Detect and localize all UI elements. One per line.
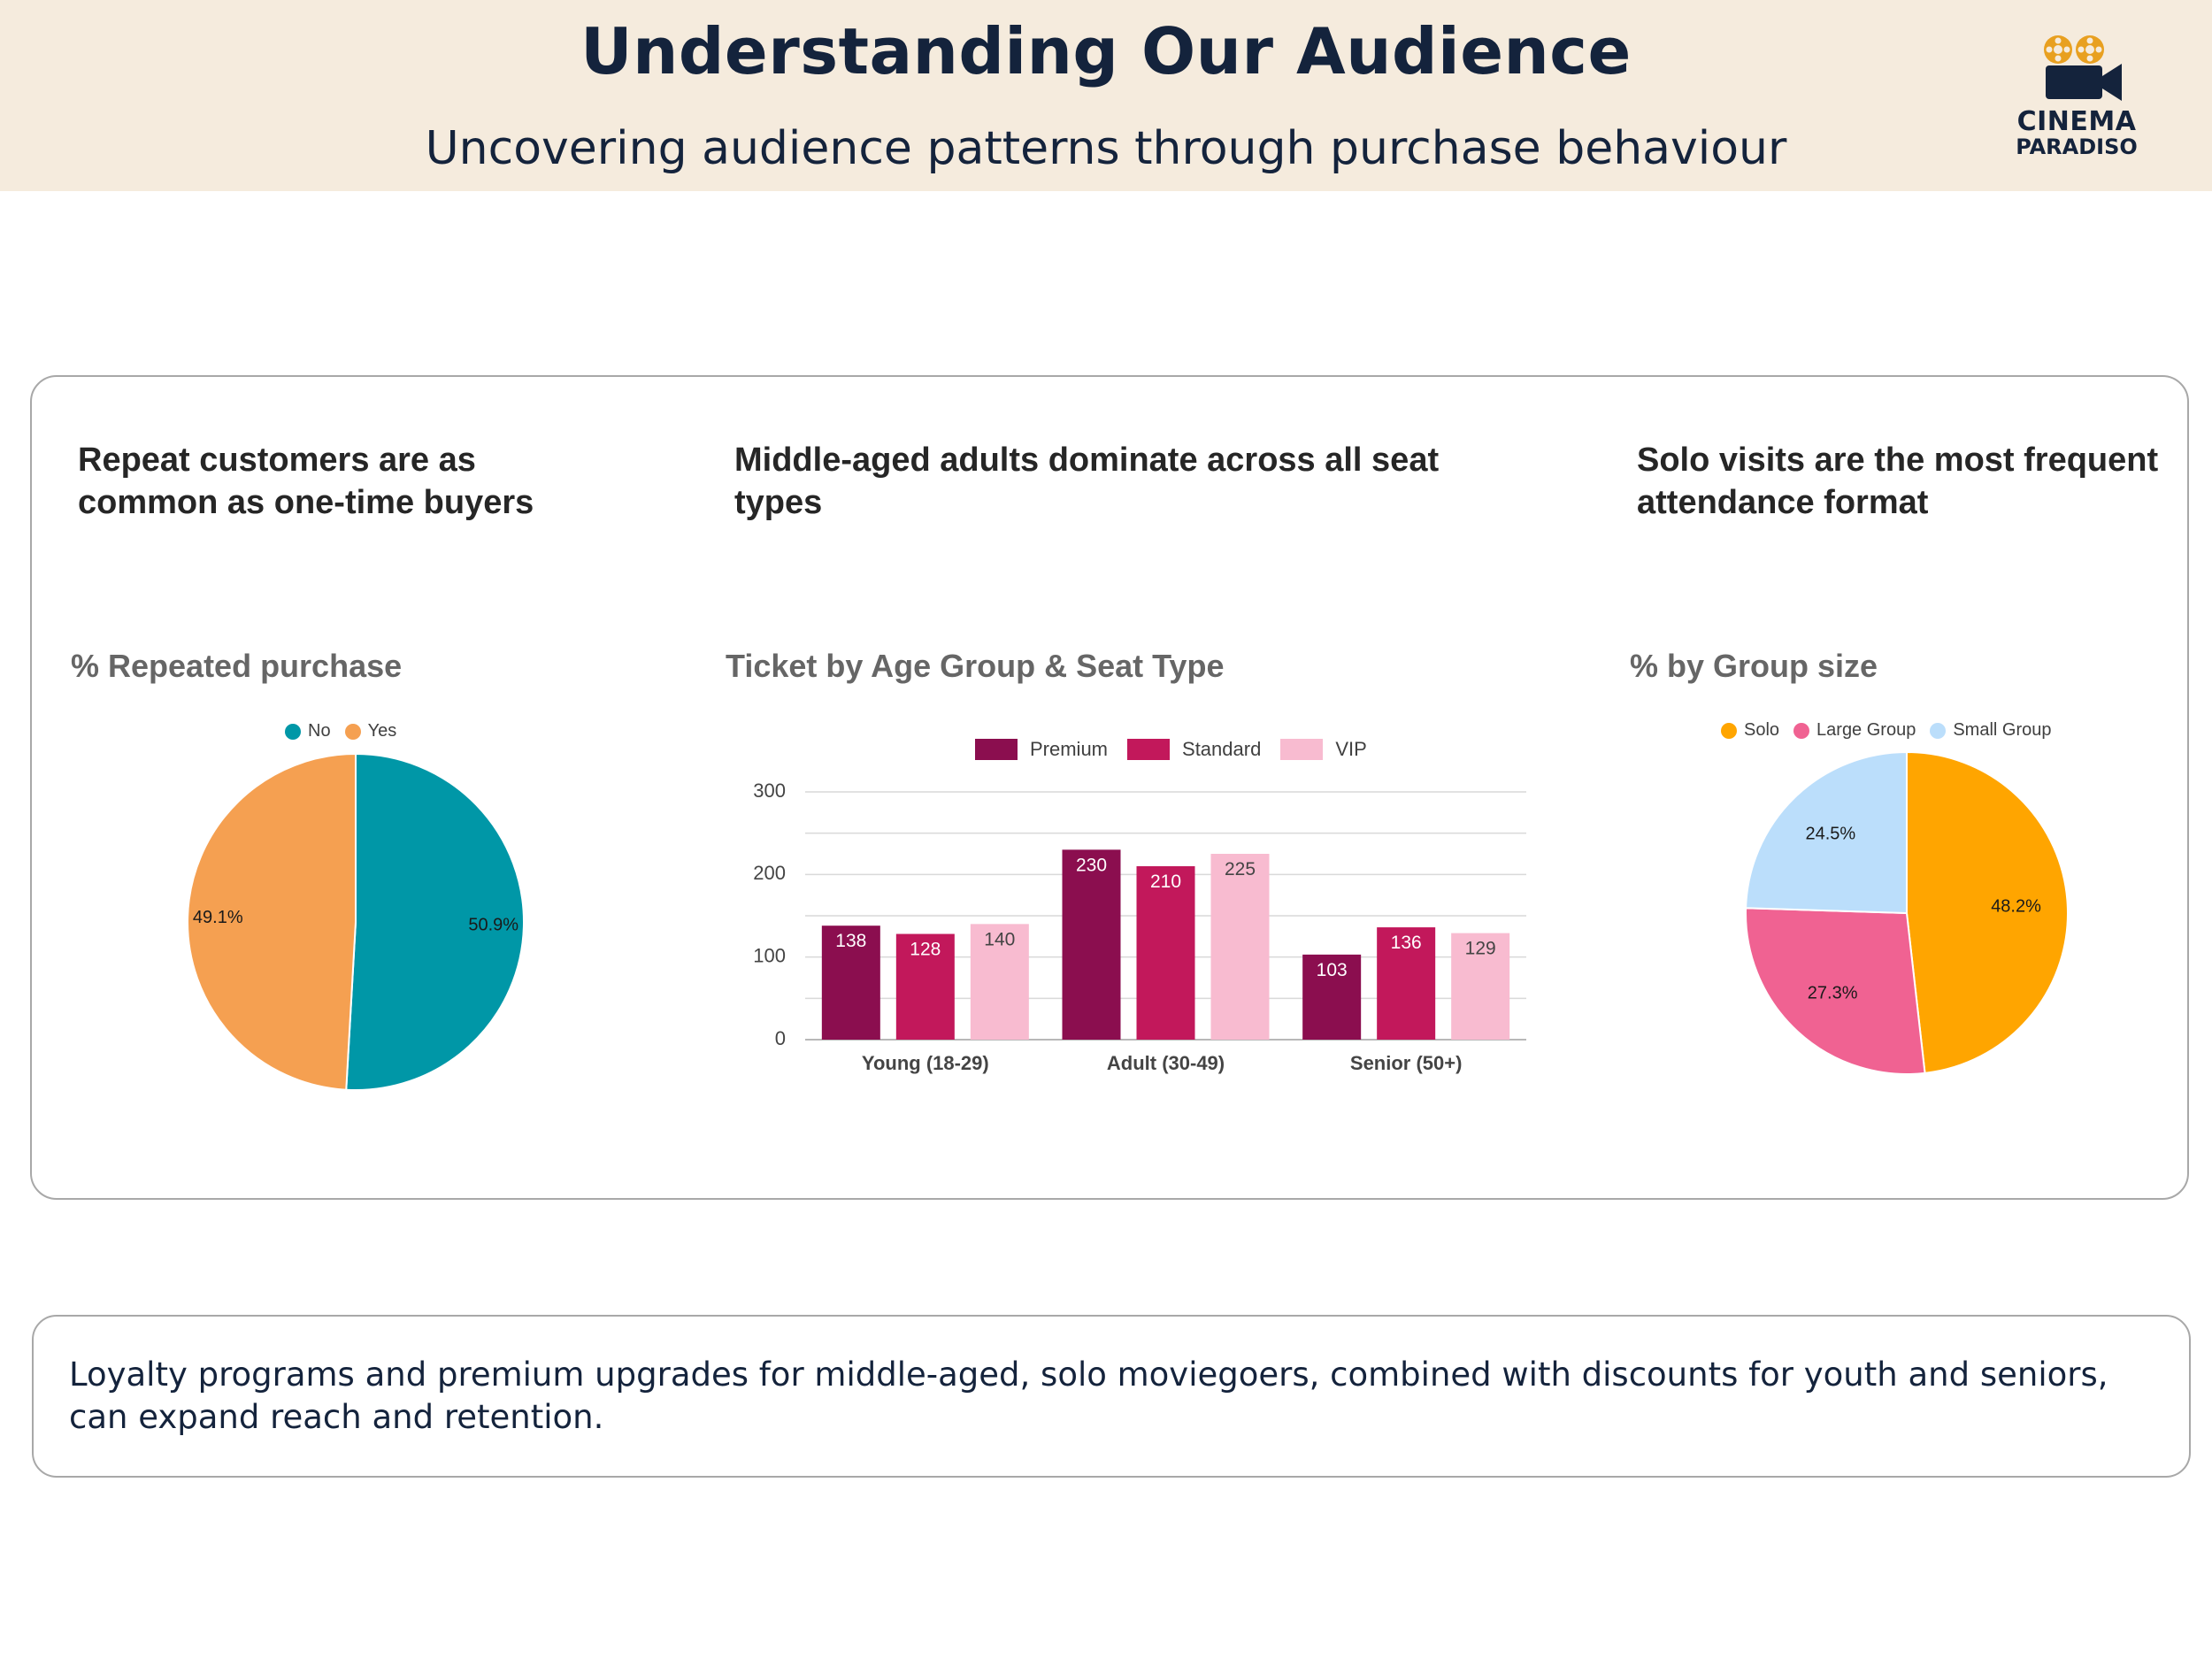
legend-item-small-group: Small Group <box>1930 720 2051 741</box>
bar-standard-1 <box>1136 866 1195 1040</box>
repeat-headline: Repeat customers are as common as one-ti… <box>78 442 534 521</box>
bar-premium-0 <box>821 926 880 1040</box>
age-headline: Middle-aged adults dominate across all s… <box>734 442 1440 521</box>
repeat-chart-title: % Repeated purchase <box>71 648 403 684</box>
legend-swatch <box>1793 722 1810 739</box>
page-title: Understanding Our Audience <box>580 14 1632 88</box>
bar-value-label: 129 <box>1465 939 1496 959</box>
group-legend: Solo Large Group Small Group <box>1721 720 2051 741</box>
repeat-pie-chart: 50.9% 49.1% <box>187 752 526 1091</box>
bar-value-label: 230 <box>1076 855 1107 875</box>
repeat-legend: No Yes <box>285 721 396 741</box>
legend-label: Solo <box>1744 720 1780 740</box>
legend-label: Large Group <box>1816 720 1916 740</box>
age-chart-title: Ticket by Age Group & Seat Type <box>726 648 1225 684</box>
group-headline: Solo visits are the most frequent attend… <box>1637 442 2159 521</box>
legend-item-premium: Premium <box>975 738 1108 761</box>
pie-slice-small-group <box>1745 750 1908 915</box>
legend-item-yes: Yes <box>344 721 397 741</box>
group-chart-title: % by Group size <box>1630 648 1878 684</box>
bar-vip-2 <box>1451 933 1510 1040</box>
bar-vip-0 <box>970 924 1029 1040</box>
pie-slice-yes <box>187 752 357 1091</box>
y-tick-label: 300 <box>753 780 786 802</box>
y-tick-label: 0 <box>775 1027 786 1049</box>
bar-value-label: 140 <box>984 929 1015 949</box>
legend-label: Small Group <box>1953 720 2052 740</box>
logo-text-cinema: CINEMA <box>2016 106 2137 137</box>
y-tick-label: 100 <box>753 944 786 966</box>
pie-slice-no <box>345 752 526 1091</box>
age-bar-chart: 0 100 200 300 138 128 140 Young (18-29) 230 210 22… <box>753 780 1526 1074</box>
legend-item-vip: VIP <box>1280 738 1367 761</box>
bar-standard-0 <box>895 933 955 1040</box>
legend-label: VIP <box>1335 738 1367 760</box>
legend-item-solo: Solo <box>1721 720 1779 741</box>
header-banner: Understanding Our Audience Uncovering au… <box>0 0 2212 191</box>
legend-label: Yes <box>367 721 397 741</box>
bar-value-label: 138 <box>835 931 866 951</box>
bar-vip-1 <box>1210 854 1270 1040</box>
logo-text-paradiso: PARADISO <box>2016 134 2138 159</box>
pie-slice-large-group <box>1745 907 1926 1075</box>
pie-value-label: 27.3% <box>1808 983 1858 1002</box>
bar-premium-2 <box>1302 954 1362 1040</box>
legend-swatch <box>285 723 301 740</box>
y-tick-label: 200 <box>753 862 786 884</box>
bar-premium-1 <box>1062 849 1121 1040</box>
bar-value-label: 136 <box>1391 933 1422 953</box>
group-pie-chart: 48.2% 27.3% 24.5% <box>1745 750 2069 1075</box>
legend-swatch <box>1930 722 1947 739</box>
x-category-label: Adult (30-49) <box>1107 1052 1225 1074</box>
legend-label: Premium <box>1030 738 1109 760</box>
legend-label: Standard <box>1182 738 1262 760</box>
charts-panel <box>30 375 2189 1200</box>
age-legend: Premium Standard VIP <box>975 738 1367 761</box>
bar-value-label: 103 <box>1317 960 1348 980</box>
legend-item-standard: Standard <box>1127 738 1261 761</box>
legend-item-large-group: Large Group <box>1793 720 1916 741</box>
x-category-label: Senior (50+) <box>1350 1052 1463 1074</box>
pie-value-label: 48.2% <box>1991 896 2041 916</box>
bar-value-label: 128 <box>910 940 941 960</box>
legend-swatch <box>1721 722 1737 739</box>
legend-swatch <box>1127 739 1171 760</box>
pie-value-label: 50.9% <box>468 916 518 935</box>
pie-value-label: 24.5% <box>1806 824 1856 843</box>
legend-swatch <box>344 723 361 740</box>
pie-slice-solo <box>1906 750 2069 1074</box>
legend-item-no: No <box>285 721 331 741</box>
page-subtitle: Uncovering audience patterns through pur… <box>425 122 1787 175</box>
pie-value-label: 49.1% <box>193 908 243 927</box>
film-camera-icon <box>2044 35 2122 101</box>
cinema-logo: CINEMA PARADISO <box>2001 28 2152 161</box>
bar-value-label: 225 <box>1225 859 1256 879</box>
insight-text: Loyalty programs and premium upgrades fo… <box>69 1356 2108 1436</box>
insight-box: Loyalty programs and premium upgrades fo… <box>32 1315 2191 1478</box>
bar-value-label: 210 <box>1150 872 1181 892</box>
bar-standard-2 <box>1377 927 1436 1040</box>
legend-swatch <box>1280 739 1324 760</box>
x-category-label: Young (18-29) <box>862 1052 989 1074</box>
legend-swatch <box>975 739 1018 760</box>
legend-label: No <box>308 721 331 741</box>
